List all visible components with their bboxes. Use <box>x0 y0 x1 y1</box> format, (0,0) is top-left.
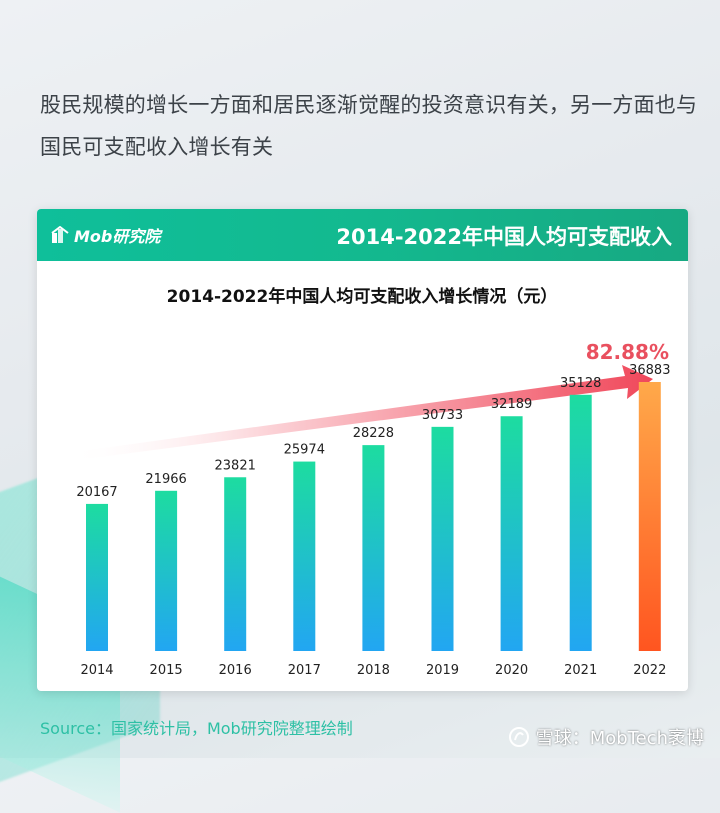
x-tick-label-2019: 2019 <box>426 663 459 678</box>
growth-annotation: 82.88% <box>586 340 669 364</box>
watermark: 雪球：MobTech袤博 <box>508 724 704 750</box>
bar-2016 <box>224 477 247 651</box>
data-label-2020: 32189 <box>491 397 532 412</box>
data-label-2019: 30733 <box>422 408 463 423</box>
data-label-2017: 25974 <box>284 443 325 458</box>
bars-group: 20167 2014 21966 2015 23821 2016 25974 2017 2822… <box>76 363 670 678</box>
data-label-2021: 35128 <box>560 376 601 391</box>
bar-2019 <box>431 426 454 651</box>
watermark-text: 雪球：MobTech袤博 <box>535 728 704 749</box>
growth-arrow <box>67 365 653 461</box>
logo-text: Mob研究院 <box>74 227 161 246</box>
data-label-2015: 21966 <box>145 472 186 487</box>
mob-logo: Mob研究院 <box>51 223 160 247</box>
snowball-logo-icon <box>508 727 529 747</box>
bar-2014 <box>86 503 108 651</box>
source-note: Source：国家统计局，Mob研究院整理绘制 <box>40 719 353 738</box>
x-tick-label-2016: 2016 <box>219 663 252 678</box>
x-tick-label-2022: 2022 <box>633 663 666 678</box>
data-label-2016: 23821 <box>215 458 256 473</box>
data-label-2018: 28228 <box>353 426 394 441</box>
bar-2017 <box>293 461 316 651</box>
bar-2018 <box>362 445 385 651</box>
x-tick-label-2017: 2017 <box>288 663 321 678</box>
data-label-2022: 36883 <box>629 363 670 378</box>
chart-card: Mob研究院 2014-2022年中国人均可支配收入 2014-2022年中国人… <box>37 209 688 691</box>
bar-2021 <box>569 394 592 651</box>
card-header: Mob研究院 2014-2022年中国人均可支配收入 <box>37 209 688 261</box>
mob-logo-icon <box>51 226 69 243</box>
data-label-2014: 20167 <box>76 485 117 500</box>
bar-chart: 2014-2022年中国人均可支配收入增长情况（元） 82.88% 201672… <box>67 286 670 678</box>
bar-2022 <box>638 382 661 651</box>
header-title: 2014-2022年中国人均可支配收入 <box>336 225 672 249</box>
x-tick-label-2020: 2020 <box>495 663 528 678</box>
bar-2015 <box>155 490 178 651</box>
bar-2020 <box>500 416 523 651</box>
x-tick-label-2015: 2015 <box>150 663 183 678</box>
chart-title: 2014-2022年中国人均可支配收入增长情况（元） <box>167 286 558 307</box>
x-tick-label-2018: 2018 <box>357 663 390 678</box>
headline-text: 股民规模的增长一方面和居民逐渐觉醒的投资意识有关，另一方面也与国民可支配收入增长… <box>40 93 698 159</box>
x-tick-label-2021: 2021 <box>564 663 597 678</box>
x-tick-label-2014: 2014 <box>80 663 113 678</box>
